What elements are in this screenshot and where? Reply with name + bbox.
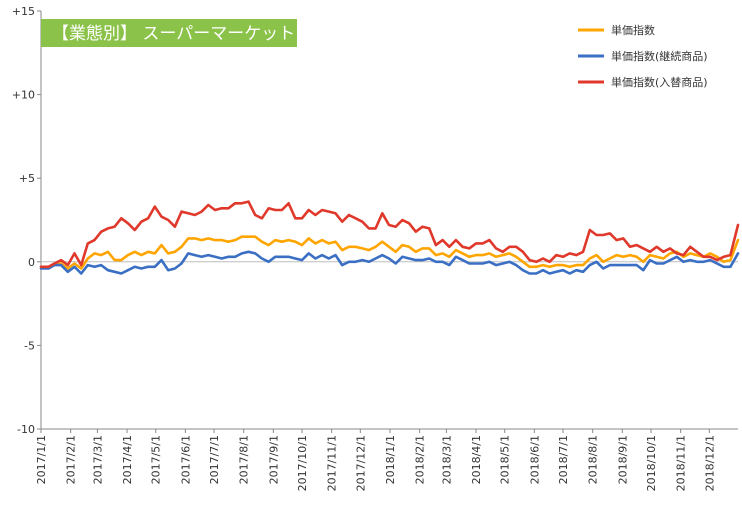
x-tick-label: 2017/11/1 bbox=[326, 435, 339, 491]
legend-label: 単価指数 bbox=[611, 23, 655, 37]
x-tick-label: 2017/8/1 bbox=[238, 435, 251, 484]
x-tick-label: 2018/7/1 bbox=[557, 435, 570, 484]
x-tick-label: 2017/1/1 bbox=[35, 435, 48, 484]
x-tick-label: 2017/5/1 bbox=[150, 435, 163, 484]
x-tick-label: 2017/2/1 bbox=[65, 435, 78, 484]
chart-title: 【業態別】 スーパーマーケット bbox=[52, 24, 295, 44]
x-tick-label: 2018/10/1 bbox=[645, 435, 658, 491]
y-tick-label: +15 bbox=[12, 5, 35, 18]
x-tick-label: 2017/9/1 bbox=[267, 435, 280, 484]
chart-title-box: 【業態別】 スーパーマーケット bbox=[41, 19, 297, 47]
series-lines bbox=[39, 200, 740, 275]
legend-label: 単価指数(入替商品) bbox=[611, 75, 708, 89]
x-tick-label: 2018/9/1 bbox=[616, 435, 629, 484]
y-tick-label: -10 bbox=[17, 423, 35, 436]
x-tick-label: 2017/6/1 bbox=[179, 435, 192, 484]
x-tick-label: 2017/12/1 bbox=[354, 435, 367, 491]
y-tick-label: 0 bbox=[28, 256, 35, 269]
y-tick-label: +10 bbox=[12, 89, 35, 102]
x-tick-label: 2018/11/1 bbox=[675, 435, 688, 491]
legend-label: 単価指数(継続商品) bbox=[611, 49, 708, 63]
x-tick-label: 2018/6/1 bbox=[528, 435, 541, 484]
x-tick-label: 2017/10/1 bbox=[296, 435, 309, 491]
x-tick-label: 2017/7/1 bbox=[208, 435, 221, 484]
y-tick-label: +5 bbox=[19, 172, 35, 185]
x-tick-label: 2018/5/1 bbox=[499, 435, 512, 484]
series-line-2 bbox=[39, 250, 740, 275]
x-tick-label: 2018/1/1 bbox=[384, 435, 397, 484]
series-line-1 bbox=[39, 235, 740, 270]
x-tick-label: 2018/12/1 bbox=[703, 435, 716, 491]
y-tick-label: -5 bbox=[24, 339, 35, 352]
x-tick-label: 2017/4/1 bbox=[121, 435, 134, 484]
x-tick-label: 2018/3/1 bbox=[440, 435, 453, 484]
chart-title-background bbox=[41, 19, 297, 47]
x-tick-label: 2018/8/1 bbox=[587, 435, 600, 484]
x-tick-label: 2017/3/1 bbox=[91, 435, 104, 484]
x-tick-label: 2018/2/1 bbox=[414, 435, 427, 484]
series-line-3 bbox=[39, 200, 740, 269]
x-tick-label: 2018/4/1 bbox=[470, 435, 483, 484]
